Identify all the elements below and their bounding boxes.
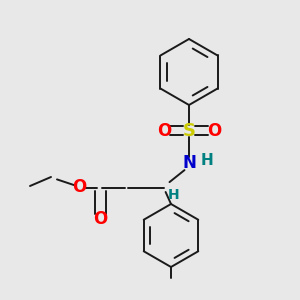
- Text: O: O: [93, 210, 108, 228]
- Text: H: H: [201, 153, 213, 168]
- Text: O: O: [157, 122, 171, 140]
- Text: O: O: [207, 122, 221, 140]
- Text: O: O: [72, 178, 87, 196]
- Text: N: N: [182, 154, 196, 172]
- Text: H: H: [168, 188, 180, 202]
- Text: S: S: [182, 122, 196, 140]
